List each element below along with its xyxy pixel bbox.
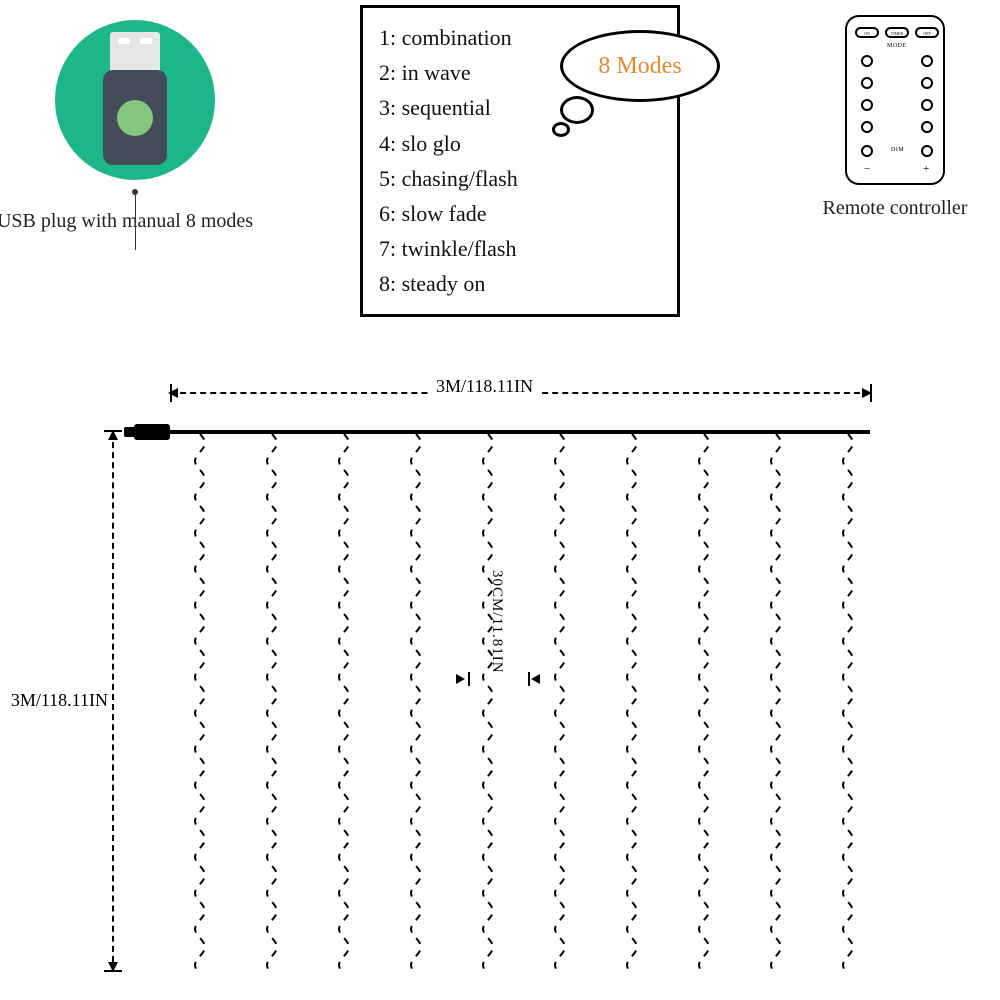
arrow-right-icon <box>862 388 872 398</box>
curtain-light-diagram: 3M/118.11IN 3M/118.11IN 30CM/11.81IN <box>0 380 1000 980</box>
top-row: USB plug with manual 8 modes 1: combinat… <box>0 0 1000 350</box>
spacing-tick <box>528 672 530 686</box>
bubble-text: 8 Modes <box>598 53 681 80</box>
remote-dot-button <box>861 55 873 67</box>
remote-timer-button: TIMER <box>885 27 909 38</box>
arrow-right-icon <box>531 674 540 684</box>
arrow-left-icon <box>168 388 178 398</box>
usb-end-plug-icon <box>134 424 170 440</box>
remote-mode-label: MODE <box>887 43 907 49</box>
height-label: 3M/118.11IN <box>0 690 108 711</box>
light-strand <box>481 434 495 974</box>
usb-caption: USB plug with manual 8 modes <box>0 210 260 233</box>
light-strand <box>553 434 567 974</box>
light-strand <box>697 434 711 974</box>
remote-dot-button <box>921 121 933 133</box>
width-label: 3M/118.11IN <box>430 376 539 397</box>
remote-dim-down <box>861 145 873 157</box>
light-strand <box>841 434 855 974</box>
arrow-down-icon <box>108 962 118 972</box>
pointer-line <box>135 195 136 250</box>
light-strand <box>625 434 639 974</box>
remote-block: ON TIMER OFF MODE DIM − + Remote control… <box>800 15 990 220</box>
remote-caption: Remote controller <box>800 197 990 220</box>
spacing-label: 30CM/11.81IN <box>488 570 505 674</box>
remote-dim-up <box>921 145 933 157</box>
usb-plug-block: USB plug with manual 8 modes <box>10 20 260 233</box>
remote-dot-button <box>921 99 933 111</box>
mode-item: 5: chasing/flash <box>379 161 661 196</box>
usb-connector <box>110 32 160 72</box>
light-strand <box>265 434 279 974</box>
remote-dot-button <box>861 77 873 89</box>
light-strand <box>337 434 351 974</box>
speech-bubble-tail <box>560 96 594 124</box>
remote-dot-button <box>921 55 933 67</box>
remote-dot-button <box>861 99 873 111</box>
remote-controller-icon: ON TIMER OFF MODE DIM − + <box>845 15 945 185</box>
mode-item: 4: slo glo <box>379 126 661 161</box>
mode-item: 7: twinkle/flash <box>379 231 661 266</box>
spacing-tick <box>468 672 470 686</box>
speech-bubble-tail <box>552 122 570 137</box>
minus-icon: − <box>864 163 871 175</box>
remote-dim-label: DIM <box>891 147 904 153</box>
remote-on-button: ON <box>855 27 879 38</box>
arrow-left-icon <box>456 674 465 684</box>
mode-item: 8: steady on <box>379 266 661 301</box>
usb-body <box>103 70 167 165</box>
usb-mode-button <box>117 100 153 136</box>
light-strand <box>769 434 783 974</box>
usb-plug-icon <box>55 20 215 180</box>
plus-icon: + <box>923 163 930 175</box>
height-dimension-line <box>112 432 114 972</box>
speech-bubble: 8 Modes <box>560 30 720 102</box>
mode-item: 6: slow fade <box>379 196 661 231</box>
arrow-up-icon <box>108 430 118 440</box>
remote-dot-button <box>861 121 873 133</box>
light-strand <box>409 434 423 974</box>
remote-off-button: OFF <box>915 27 939 38</box>
remote-dot-button <box>921 77 933 89</box>
light-strand <box>193 434 207 974</box>
